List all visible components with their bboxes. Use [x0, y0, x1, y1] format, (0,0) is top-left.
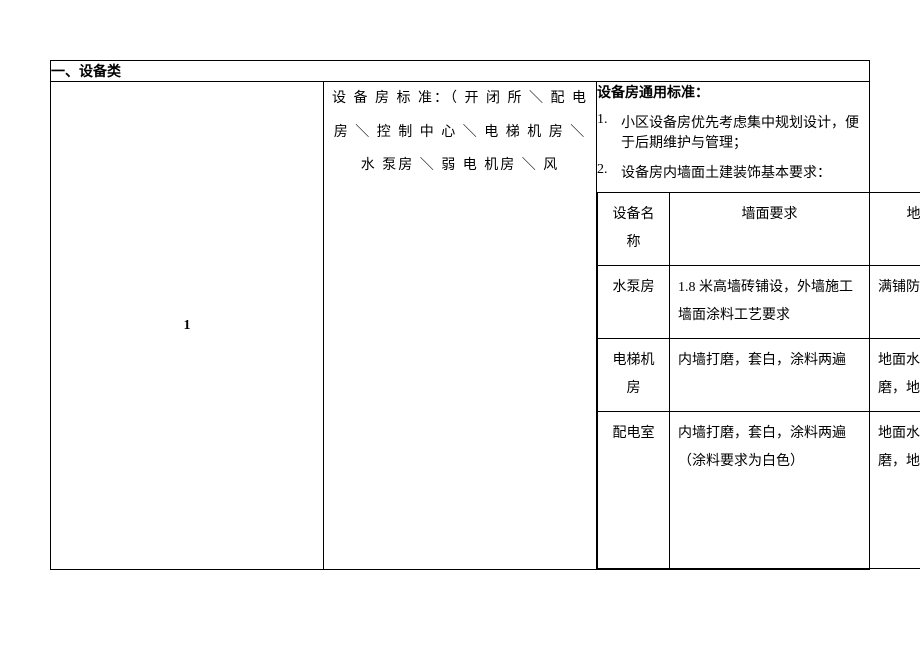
section-header: 一、设备类 — [51, 61, 870, 82]
inner-header-row: 设备名称 墙面要求 地面要求 顶棚要求 — [598, 193, 920, 266]
inner-header-wall: 墙面要求 — [670, 193, 870, 266]
inner-header-name: 设备名称 — [598, 193, 670, 266]
standard-list: 1. 小区设备房优先考虑集中规划设计，便于后期维护与管理； 2. 设备房内墙面土… — [597, 112, 869, 182]
inner-row: 电梯机房 内墙打磨，套白，涂料两遍 地面水泥收光，打磨，地坪漆 打磨，套白，涂料… — [598, 339, 920, 412]
row-number: 1 — [51, 82, 324, 570]
list-item: 1. 小区设备房优先考虑集中规划设计，便于后期维护与管理； — [597, 112, 869, 152]
row-content: 设备房通用标准： 1. 小区设备房优先考虑集中规划设计，便于后期维护与管理； 2… — [597, 82, 870, 570]
inner-header-floor: 地面要求 — [870, 193, 920, 266]
inner-table: 设备名称 墙面要求 地面要求 顶棚要求 水泵房 1.8 米高墙砖铺设，外墙施工墙… — [597, 192, 920, 569]
inner-cell-floor: 地面水泥收光，打磨，地坪漆 — [870, 412, 920, 569]
list-item-num: 2. — [597, 162, 608, 178]
outer-table: 一、设备类 1 设 备 房 标 准：（ 开 闭 所 ＼ 配 电 房 ＼ 控 制 … — [50, 60, 870, 570]
inner-cell-name: 电梯机房 — [598, 339, 670, 412]
list-item-text: 设备房内墙面土建装饰基本要求： — [621, 166, 831, 181]
inner-row: 水泵房 1.8 米高墙砖铺设，外墙施工墙面涂料工艺要求 满铺防滑地砖 外墙施工墙… — [598, 266, 920, 339]
inner-cell-name: 配电室 — [598, 412, 670, 569]
standard-title: 设备房通用标准： — [597, 82, 869, 102]
content-row: 1 设 备 房 标 准：（ 开 闭 所 ＼ 配 电 房 ＼ 控 制 中 心 ＼ … — [51, 82, 870, 570]
list-item: 2. 设备房内墙面土建装饰基本要求： — [597, 162, 869, 182]
list-item-num: 1. — [597, 112, 608, 128]
section-header-row: 一、设备类 — [51, 61, 870, 82]
page: 一、设备类 1 设 备 房 标 准：（ 开 闭 所 ＼ 配 电 房 ＼ 控 制 … — [0, 0, 920, 651]
inner-cell-wall: 内墙打磨，套白，涂料两遍 — [670, 339, 870, 412]
inner-cell-wall: 内墙打磨，套白，涂料两遍（涂料要求为白色） — [670, 412, 870, 569]
list-item-text: 小区设备房优先考虑集中规划设计，便于后期维护与管理； — [621, 116, 859, 151]
row-label: 设 备 房 标 准：（ 开 闭 所 ＼ 配 电 房 ＼ 控 制 中 心 ＼ 电 … — [324, 82, 597, 570]
inner-cell-wall: 1.8 米高墙砖铺设，外墙施工墙面涂料工艺要求 — [670, 266, 870, 339]
inner-cell-floor: 满铺防滑地砖 — [870, 266, 920, 339]
inner-cell-name: 水泵房 — [598, 266, 670, 339]
inner-cell-floor: 地面水泥收光，打磨，地坪漆 — [870, 339, 920, 412]
inner-row: 配电室 内墙打磨，套白，涂料两遍（涂料要求为白色） 地面水泥收光，打磨，地坪漆 … — [598, 412, 920, 569]
